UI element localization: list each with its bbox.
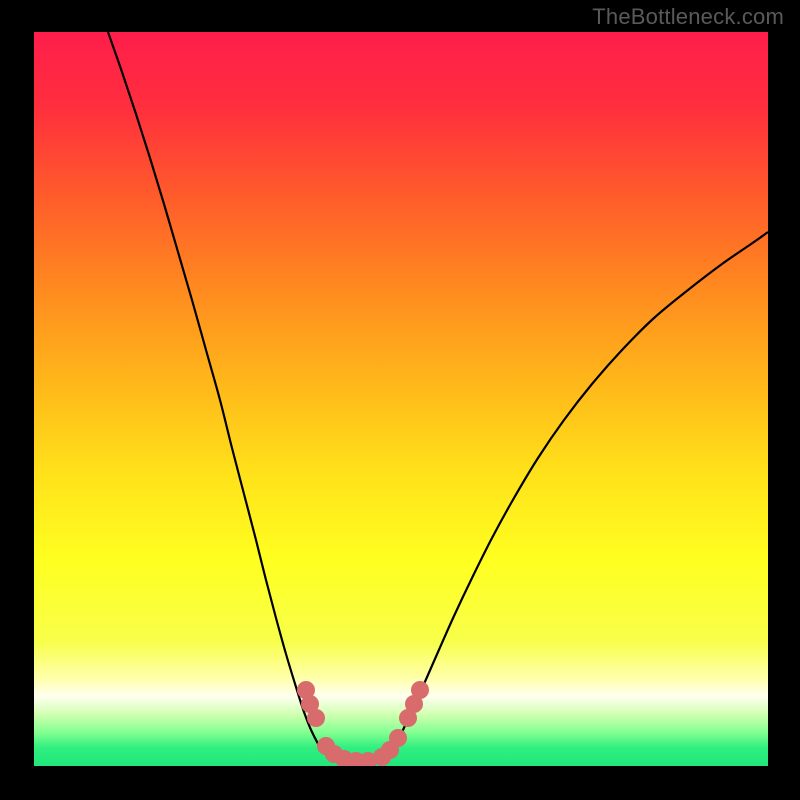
plot-area: [34, 32, 768, 766]
page-root: TheBottleneck.com: [0, 0, 800, 800]
marker-cluster: [34, 32, 768, 766]
watermark-text: TheBottleneck.com: [592, 4, 784, 30]
marker-dot: [411, 681, 429, 699]
marker-dot: [307, 709, 325, 727]
marker-dot: [389, 729, 407, 747]
